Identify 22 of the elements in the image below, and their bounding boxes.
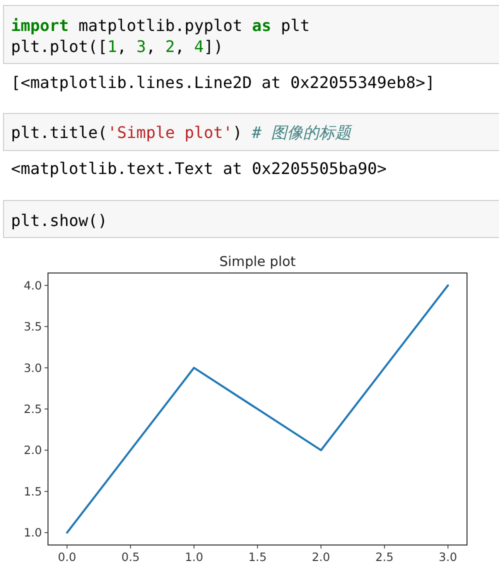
y-tick-label: 3.5 xyxy=(24,320,42,334)
y-tick-label: 2.0 xyxy=(24,443,42,458)
text: import matplotlib.pyplot as plt xyxy=(11,16,310,35)
chart-title: Simple plot xyxy=(219,254,296,270)
y-tick-label: 4.0 xyxy=(24,278,42,292)
line-series xyxy=(66,284,449,534)
text: plt.title('Simple plot') # 图像的标题 xyxy=(11,123,352,142)
x-tick-label: 0.0 xyxy=(58,550,76,564)
y-tick-label: 3.0 xyxy=(24,360,42,375)
text: plt.show() xyxy=(11,211,108,230)
y-tick-label: 1.5 xyxy=(24,484,42,498)
x-tick-label: 2.5 xyxy=(375,550,394,564)
text: <matplotlib.text.Text at 0x2205505ba90> xyxy=(11,159,387,178)
x-tick-label: 1.5 xyxy=(248,550,267,564)
text: [<matplotlib.lines.Line2D at 0x22055349eb8>] xyxy=(11,73,435,92)
y-tick-label: 2.5 xyxy=(24,402,42,416)
x-tick-label: 0.5 xyxy=(121,550,140,564)
text: plt.plot([1, 3, 2, 4]) xyxy=(11,37,224,56)
y-tick-label: 1.0 xyxy=(24,526,42,540)
x-tick-label: 3.0 xyxy=(438,550,458,564)
x-tick-label: 2.0 xyxy=(312,550,330,564)
x-tick-label: 1.0 xyxy=(184,550,204,564)
